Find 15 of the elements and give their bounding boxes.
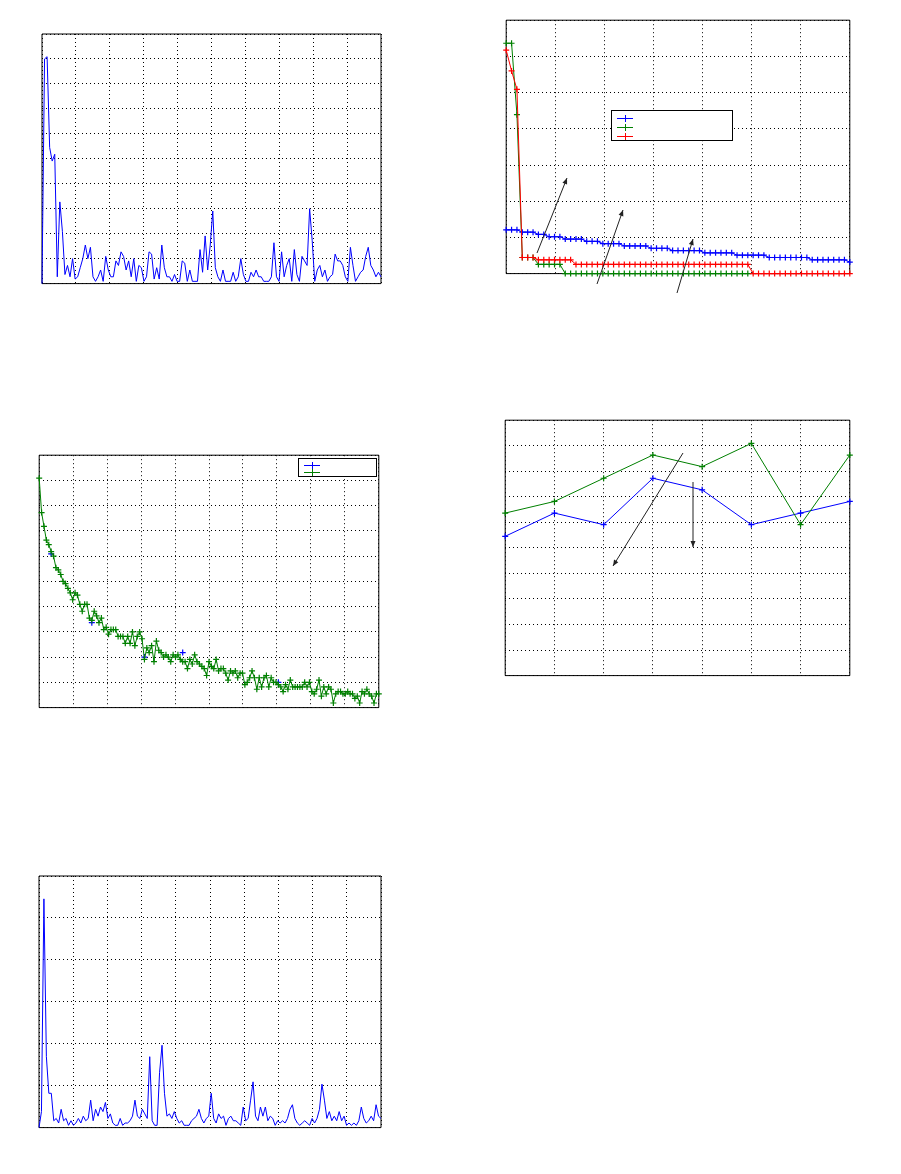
point bbox=[550, 509, 559, 517]
point bbox=[717, 270, 725, 278]
point bbox=[658, 270, 666, 278]
point bbox=[674, 270, 682, 278]
point bbox=[733, 270, 741, 278]
point bbox=[698, 463, 706, 471]
point bbox=[588, 270, 596, 278]
point bbox=[572, 270, 580, 278]
point bbox=[615, 270, 623, 278]
point bbox=[631, 270, 639, 278]
point bbox=[796, 509, 805, 517]
point bbox=[698, 486, 706, 494]
point bbox=[649, 451, 657, 459]
point bbox=[690, 270, 698, 278]
point bbox=[649, 474, 657, 482]
